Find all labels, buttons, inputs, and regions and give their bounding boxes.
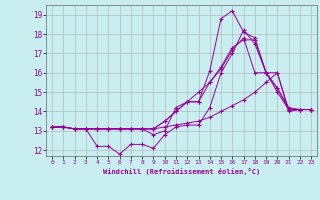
X-axis label: Windchill (Refroidissement éolien,°C): Windchill (Refroidissement éolien,°C) (103, 168, 260, 175)
